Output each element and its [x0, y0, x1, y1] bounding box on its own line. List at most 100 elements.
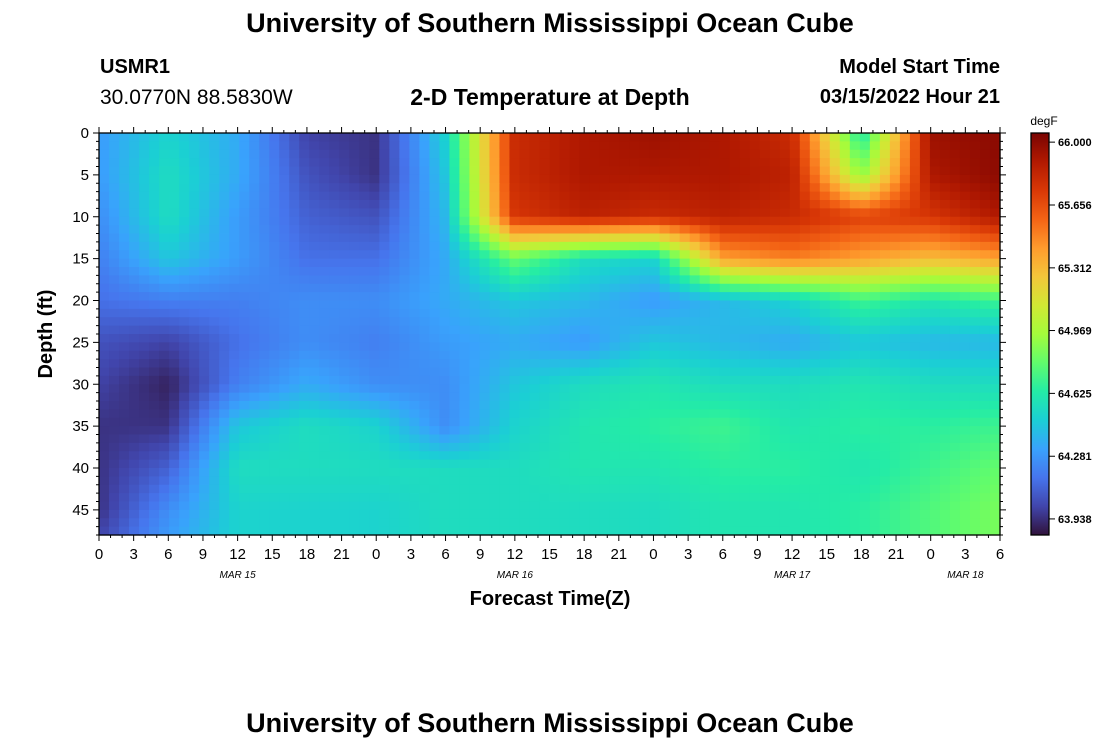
heatmap-cell — [349, 375, 360, 385]
heatmap-cell — [599, 292, 611, 302]
heatmap-cell — [609, 367, 621, 377]
heatmap-cell — [599, 342, 611, 352]
heatmap-cell — [349, 509, 360, 519]
heatmap-cell — [379, 133, 390, 142]
heatmap-cell — [499, 191, 511, 201]
heatmap-cell — [989, 334, 1001, 343]
heatmap-cell — [219, 183, 230, 193]
heatmap-cell — [229, 233, 240, 243]
heatmap-cell — [489, 317, 501, 327]
heatmap-cell — [109, 174, 120, 184]
heatmap-cell — [629, 367, 641, 377]
heatmap-cell — [889, 233, 901, 243]
heatmap-cell — [769, 409, 781, 419]
heatmap-cell — [479, 434, 491, 444]
heatmap-cell — [929, 401, 941, 410]
heatmap-cell — [849, 526, 861, 536]
heatmap-cell — [909, 334, 921, 343]
heatmap-cell — [859, 459, 871, 469]
heatmap-cell — [919, 334, 931, 343]
heatmap-cell — [599, 442, 611, 452]
heatmap-cell — [959, 191, 971, 201]
heatmap-cell — [799, 434, 811, 444]
heatmap-cell — [539, 375, 551, 385]
heatmap-cell — [729, 308, 741, 318]
heatmap-cell — [709, 401, 721, 410]
heatmap-cell — [309, 317, 320, 327]
heatmap-cell — [319, 308, 330, 318]
heatmap-cell — [119, 149, 130, 159]
heatmap-cell — [519, 501, 531, 511]
heatmap-cell — [869, 166, 881, 176]
heatmap-cell — [659, 501, 671, 511]
heatmap-cell — [689, 158, 701, 168]
heatmap-cell — [369, 518, 380, 528]
heatmap-cell — [879, 233, 891, 243]
heatmap-cell — [189, 426, 200, 436]
heatmap-cell — [819, 225, 831, 235]
heatmap-cell — [609, 442, 621, 452]
heatmap-cell — [789, 275, 801, 285]
heatmap-cell — [879, 149, 891, 159]
heatmap-cell — [159, 292, 170, 302]
heatmap-cell — [359, 174, 370, 184]
heatmap-cell — [609, 342, 621, 352]
heatmap-cell — [969, 267, 981, 276]
heatmap-cell — [399, 401, 410, 410]
heatmap-cell — [679, 476, 691, 486]
heatmap-cell — [319, 367, 330, 377]
heatmap-cell — [899, 493, 911, 503]
heatmap-cell — [499, 392, 511, 402]
heatmap-cell — [329, 417, 340, 427]
heatmap-cell — [389, 208, 400, 218]
heatmap-cell — [709, 133, 721, 142]
heatmap-cell — [679, 166, 691, 176]
heatmap-cell — [749, 308, 761, 318]
heatmap-cell — [969, 426, 981, 436]
heatmap-cell — [109, 493, 120, 503]
heatmap-cell — [119, 166, 130, 176]
heatmap-cell — [909, 350, 921, 360]
heatmap-cell — [439, 409, 450, 419]
heatmap-cell — [519, 133, 531, 142]
heatmap-cell — [579, 216, 591, 226]
heatmap-cell — [539, 509, 551, 519]
heatmap-cell — [689, 518, 701, 528]
heatmap-cell — [179, 141, 190, 151]
heatmap-cell — [829, 375, 841, 385]
heatmap-cell — [299, 300, 310, 310]
heatmap-cell — [779, 308, 791, 318]
heatmap-cell — [759, 451, 771, 461]
heatmap-cell — [379, 250, 390, 260]
heatmap-cell — [689, 350, 701, 360]
heatmap-cell — [549, 283, 561, 293]
heatmap-cell — [899, 225, 911, 235]
heatmap-cell — [329, 476, 340, 486]
heatmap-cell — [819, 493, 831, 503]
heatmap-cell — [479, 509, 491, 519]
heatmap-cell — [869, 359, 881, 369]
heatmap-cell — [199, 359, 210, 369]
heatmap-cell — [269, 334, 280, 343]
heatmap-cell — [669, 392, 681, 402]
heatmap-cell — [839, 476, 851, 486]
heatmap-cell — [809, 459, 821, 469]
heatmap-cell — [899, 233, 911, 243]
heatmap-cell — [149, 216, 160, 226]
heatmap-cell — [229, 342, 240, 352]
heatmap-cell — [189, 334, 200, 343]
heatmap-cell — [439, 216, 450, 226]
heatmap-cell — [389, 350, 400, 360]
heatmap-cell — [269, 359, 280, 369]
heatmap-cell — [289, 384, 300, 394]
heatmap-cell — [379, 258, 390, 268]
heatmap-cell — [979, 350, 991, 360]
heatmap-cell — [459, 518, 471, 528]
heatmap-cell — [359, 409, 370, 419]
heatmap-cell — [469, 216, 481, 226]
heatmap-cell — [299, 183, 310, 193]
heatmap-cell — [829, 401, 841, 410]
heatmap-cell — [709, 317, 721, 327]
heatmap-cell — [309, 459, 320, 469]
heatmap-cell — [199, 158, 210, 168]
